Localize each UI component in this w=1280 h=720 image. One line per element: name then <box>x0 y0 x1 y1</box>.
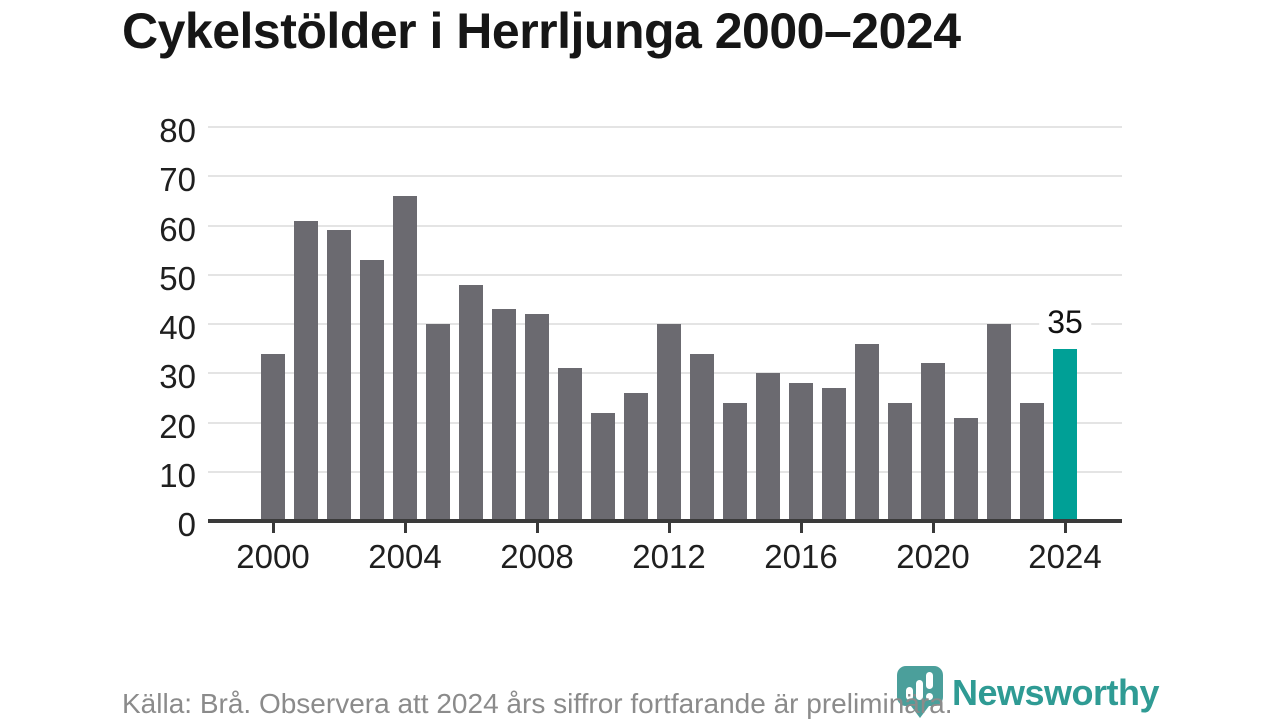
source-note: Källa: Brå. Observera att 2024 års siffr… <box>122 688 953 719</box>
bar-2013 <box>690 353 714 521</box>
x-tick-2004 <box>403 523 407 533</box>
bar-2000 <box>261 353 285 521</box>
newsworthy-bubble-bars-icon <box>897 666 943 718</box>
y-tick-label-30: 30 <box>159 358 196 396</box>
bar-2001 <box>294 220 318 521</box>
x-tick-2016 <box>799 523 803 533</box>
x-tick-2024 <box>1063 523 1067 533</box>
x-tick-label-2000: 2000 <box>236 538 310 575</box>
bar-2018 <box>855 343 879 521</box>
bar-2021 <box>954 417 978 521</box>
y-tick-label-80: 80 <box>159 112 196 149</box>
newsworthy-logo: Newsworthy <box>897 666 1160 718</box>
y-tick-label-60: 60 <box>159 210 196 248</box>
highlight-value-label: 35 <box>1039 306 1091 338</box>
y-tick-label-10: 10 <box>159 456 196 494</box>
y-tick-label-20: 20 <box>159 407 196 445</box>
bar-2016 <box>789 383 813 521</box>
x-tick-2020 <box>931 523 935 533</box>
bar-2019 <box>888 402 912 521</box>
bar-2012 <box>657 324 681 521</box>
y-tick-label-50: 50 <box>159 259 196 297</box>
page-title: Cykelstölder i Herrljunga 2000–2024 <box>122 3 961 59</box>
gridline-70 <box>208 175 1122 178</box>
x-tick-label-2008: 2008 <box>500 538 574 575</box>
bar-2022 <box>987 324 1011 521</box>
y-tick-label-40: 40 <box>159 309 196 346</box>
x-tick-label-2024: 2024 <box>1028 538 1102 575</box>
gridline-60 <box>208 224 1122 227</box>
bar-2020 <box>921 363 945 521</box>
bar-2005 <box>426 324 450 521</box>
bar-2015 <box>756 373 780 521</box>
y-tick-label-0: 0 <box>177 506 196 543</box>
bar-2007 <box>492 309 516 521</box>
bar-2004 <box>393 195 417 521</box>
x-tick-2012 <box>667 523 671 533</box>
bar-2010 <box>591 412 615 521</box>
newsworthy-wordmark: Newsworthy <box>952 672 1160 713</box>
bar-2014 <box>723 402 747 521</box>
x-tick-label-2016: 2016 <box>764 538 838 575</box>
gridline-80 <box>208 126 1122 128</box>
bar-2002 <box>327 230 351 521</box>
bar-2017 <box>822 388 846 521</box>
bar-2006 <box>459 284 483 521</box>
x-tick-label-2012: 2012 <box>632 538 706 575</box>
bar-2009 <box>558 368 582 521</box>
bar-2024 <box>1053 348 1077 521</box>
x-tick-label-2020: 2020 <box>896 538 970 575</box>
x-tick-label-2004: 2004 <box>368 538 442 575</box>
bar-2023 <box>1020 402 1044 521</box>
x-axis-line <box>208 519 1122 523</box>
gridline-50 <box>208 273 1122 276</box>
y-tick-label-70: 70 <box>159 161 196 199</box>
bar-2003 <box>360 259 384 521</box>
bar-2008 <box>525 314 549 521</box>
x-tick-2008 <box>535 523 539 533</box>
bar-2011 <box>624 392 648 521</box>
x-tick-2000 <box>271 523 275 533</box>
